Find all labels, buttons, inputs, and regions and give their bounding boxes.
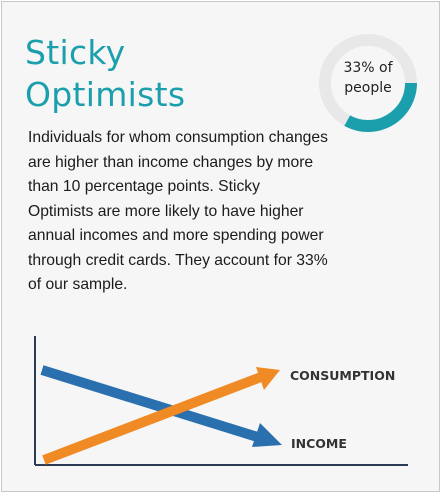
income-label: INCOME (291, 436, 347, 451)
income-arrowhead (252, 423, 282, 447)
income-line (40, 365, 266, 444)
profile-title: Sticky Optimists (25, 32, 185, 116)
title-line-1: Sticky (25, 33, 126, 72)
profile-description: Individuals for whom consumption changes… (28, 129, 328, 293)
donut-label: 33% of people (313, 58, 423, 98)
donut-label-line-2: people (344, 80, 392, 96)
donut-fill (319, 34, 417, 132)
donut-svg (319, 34, 417, 132)
consumption-label: CONSUMPTION (290, 368, 395, 383)
consumption-line (42, 372, 263, 465)
share-donut: 33% of people (313, 28, 423, 138)
consumption-arrowhead (256, 367, 280, 390)
title-line-2: Optimists (25, 75, 186, 114)
donut-label-line-1: 33% of (343, 60, 393, 76)
trend-diagram: CONSUMPTION INCOME (34, 336, 408, 466)
